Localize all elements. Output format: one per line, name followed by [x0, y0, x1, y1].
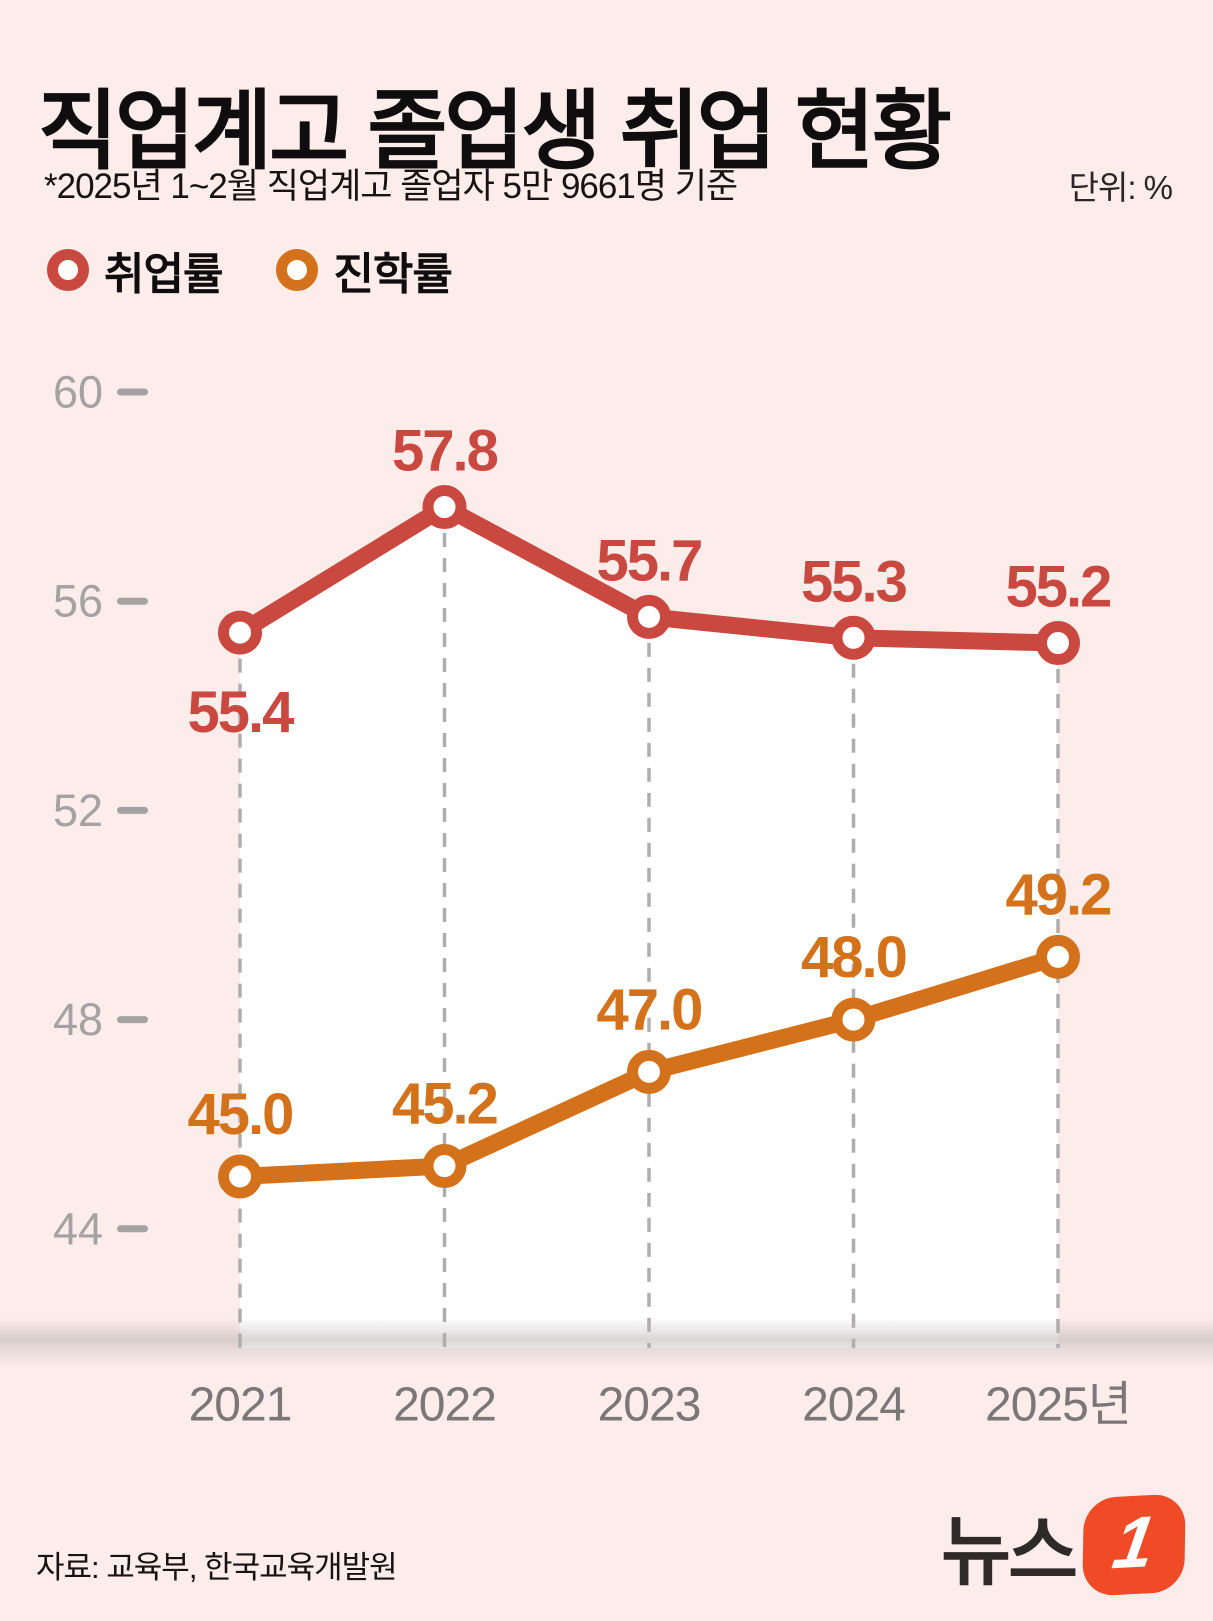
page-title: 직업계고 졸업생 취업 현황 — [38, 83, 952, 181]
subtitle-row: *2025년 1~2월 직업계고 졸업자 5만 9661명 기준 단위: % — [44, 158, 1173, 209]
employment-value-label-2023: 55.7 — [597, 528, 702, 593]
employment-data-point-2024 — [831, 615, 876, 660]
y-tick-dash — [117, 597, 148, 605]
employment-ring-icon — [47, 249, 89, 291]
legend-label-employment: 취업률 — [104, 250, 223, 299]
x-tick-label-2021: 2021 — [189, 1379, 292, 1432]
employment-data-point-2025년 — [1036, 621, 1080, 666]
legend: 취업률 진학률 — [47, 238, 453, 302]
news1-logo-text: 뉴스 — [941, 1510, 1078, 1595]
advancement-data-point-2024 — [831, 997, 876, 1042]
advancement-data-point-2021 — [218, 1154, 262, 1199]
employment-value-label-2025년: 55.2 — [1006, 555, 1111, 620]
x-tick-label-2022: 2022 — [393, 1379, 496, 1432]
x-tick-label-2023: 2023 — [598, 1379, 701, 1432]
y-tick-dash — [117, 1016, 148, 1024]
baseline-fade-band — [0, 1318, 1213, 1370]
news1-logo-badge-icon: 1 — [1082, 1493, 1186, 1597]
legend-label-advancement: 진학률 — [333, 250, 452, 299]
news1-logo: 뉴스 1 — [941, 1490, 1186, 1600]
unit-label: 단위: % — [1068, 169, 1173, 206]
advancement-value-label-2022: 45.2 — [392, 1072, 497, 1137]
advancement-data-point-2025년 — [1036, 934, 1080, 979]
legend-item-employment: 취업률 — [47, 238, 223, 302]
y-tick-label: 48 — [53, 994, 103, 1045]
x-tick-label-2024: 2024 — [802, 1379, 905, 1432]
employment-data-point-2022 — [422, 485, 467, 530]
advancement-data-point-2023 — [627, 1049, 671, 1094]
legend-item-advancement: 진학률 — [276, 238, 453, 302]
employment-value-label-2024: 55.3 — [801, 549, 907, 614]
employment-value-label-2022: 57.8 — [392, 419, 498, 484]
advancement-value-label-2021: 45.0 — [188, 1082, 293, 1147]
advancement-value-label-2024: 48.0 — [801, 925, 906, 990]
news1-logo-numeral: 1 — [1107, 1501, 1161, 1585]
y-tick-label: 44 — [53, 1203, 103, 1254]
y-tick-dash — [117, 806, 148, 814]
y-tick-label: 52 — [53, 785, 103, 836]
advancement-value-label-2023: 47.0 — [597, 977, 702, 1042]
y-tick-label: 56 — [53, 576, 103, 627]
advancement-ring-icon — [276, 249, 319, 291]
chart-subtitle: *2025년 1~2월 직업계고 졸업자 5만 9661명 기준 — [44, 167, 738, 206]
employment-data-point-2023 — [627, 594, 671, 639]
y-tick-dash — [117, 388, 148, 396]
x-tick-label-2025년: 2025년 — [985, 1379, 1131, 1432]
y-tick-label: 60 — [53, 367, 103, 418]
advancement-value-label-2025년: 49.2 — [1006, 862, 1111, 927]
source-text: 자료: 교육부, 한국교육개발원 — [36, 1550, 398, 1585]
advancement-data-point-2022 — [422, 1144, 467, 1189]
y-tick-dash — [117, 1225, 148, 1233]
employment-data-point-2021 — [218, 610, 262, 655]
employment-value-label-2021: 55.4 — [188, 680, 295, 745]
